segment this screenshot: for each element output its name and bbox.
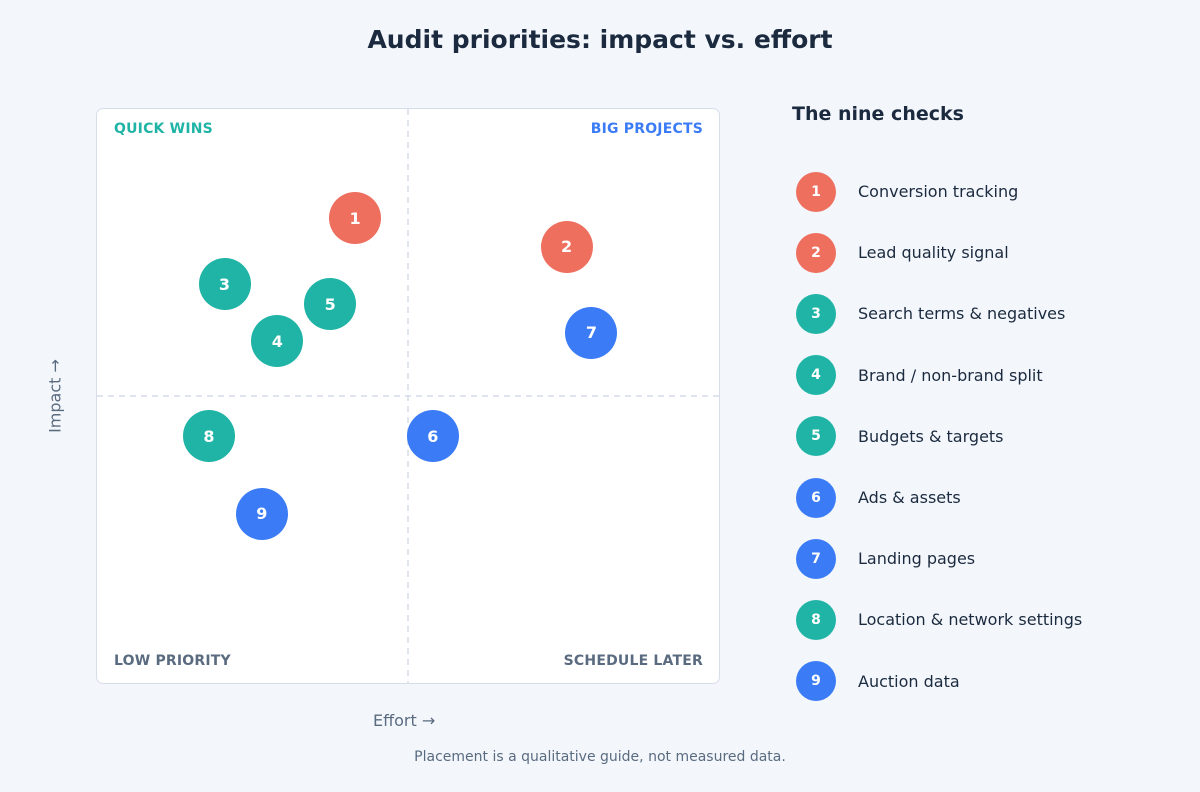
- data-point-9: 9: [235, 487, 288, 540]
- legend-marker-1: 1: [796, 171, 836, 212]
- legend-title: The nine checks: [792, 103, 964, 125]
- x-axis-label: Effort →: [373, 711, 436, 730]
- legend-label: Conversion tracking: [858, 182, 1019, 201]
- legend-marker-4: 4: [796, 355, 836, 396]
- data-point-2: 2: [540, 220, 593, 273]
- data-point-6: 6: [406, 410, 459, 463]
- legend-item: 7 Landing pages: [796, 538, 975, 579]
- legend-label: Budgets & targets: [858, 426, 1004, 446]
- legend-item: 6 Ads & assets: [796, 477, 961, 518]
- quadrant-label-low-priority: LOW PRIORITY: [114, 653, 231, 669]
- legend-label: Location & network settings: [858, 610, 1083, 630]
- legend-marker-9: 9: [796, 661, 836, 702]
- legend-item: 4 Brand / non-brand split: [796, 355, 1043, 396]
- quadrant-grid: [97, 109, 719, 683]
- legend-label: Lead quality signal: [858, 243, 1009, 263]
- data-point-8: 8: [182, 410, 235, 463]
- data-point-5: 5: [304, 278, 357, 331]
- legend-marker-2: 2: [796, 232, 836, 273]
- data-point-4: 4: [251, 315, 304, 368]
- legend-label: Search terms & negatives: [858, 304, 1066, 324]
- legend-item: 5 Budgets & targets: [796, 416, 1004, 457]
- legend-marker-3: 3: [796, 293, 836, 334]
- data-point-1: 1: [329, 192, 382, 245]
- data-point-3: 3: [198, 258, 251, 311]
- legend-item: 2 Lead quality signal: [796, 232, 1009, 273]
- legend-label: Brand / non-brand split: [858, 365, 1043, 385]
- legend-item: 8 Location & network settings: [796, 599, 1082, 640]
- legend-item: 1 Conversion tracking: [796, 171, 1018, 212]
- quadrant-label-big-projects: BIG PROJECTS: [590, 121, 703, 137]
- quadrant-label-quick-wins: QUICK WINS: [114, 121, 213, 137]
- plot-area: QUICK WINS BIG PROJECTS LOW PRIORITY SCH…: [96, 108, 720, 684]
- legend-label: Landing pages: [858, 549, 976, 569]
- legend-label: Ads & assets: [858, 488, 961, 507]
- y-axis-label: Impact →: [45, 359, 65, 433]
- legend-marker-5: 5: [796, 416, 836, 457]
- legend-marker-6: 6: [796, 477, 836, 518]
- legend-label: Auction data: [858, 671, 960, 691]
- data-point-7: 7: [565, 306, 618, 359]
- quadrant-label-schedule-later: SCHEDULE LATER: [563, 653, 703, 669]
- legend-marker-8: 8: [796, 599, 836, 640]
- legend-item: 3 Search terms & negatives: [796, 293, 1065, 334]
- legend-item: 9 Auction data: [796, 661, 960, 702]
- chart-title: Audit priorities: impact vs. effort: [367, 25, 833, 54]
- legend-marker-7: 7: [796, 538, 836, 579]
- footnote: Placement is a qualitative guide, not me…: [414, 749, 786, 765]
